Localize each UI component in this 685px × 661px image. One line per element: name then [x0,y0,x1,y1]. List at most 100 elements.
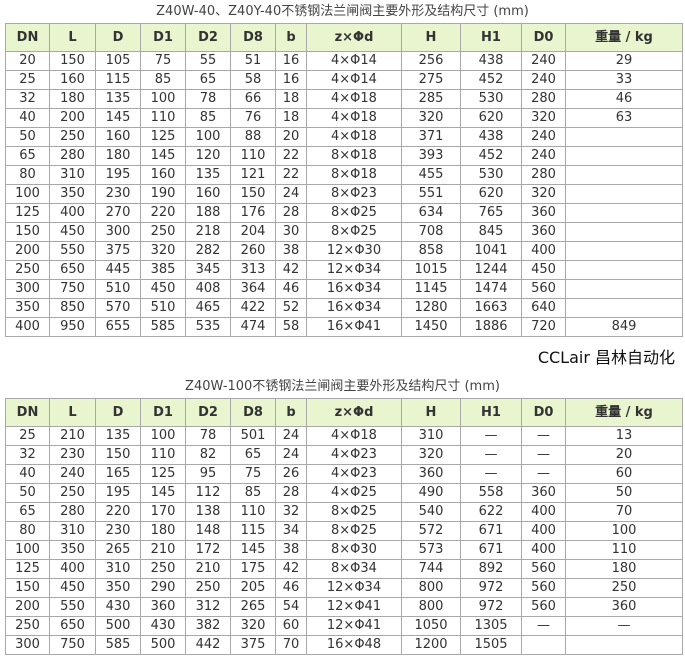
table-cell: 385 [140,260,186,280]
table-cell: 65 [5,502,50,522]
table-cell: 465 [185,298,231,318]
table-cell: 50 [5,127,50,147]
table-cell: 33 [565,70,683,90]
table-cell: 250 [140,559,186,579]
table-cell: 28 [275,483,307,503]
table-cell: 180 [49,89,96,109]
table-row: 200 550 430 360 312 265 54 12×Φ41 800 972 560 360 [5,597,683,617]
table-cell: 115 [95,70,141,90]
table-cell: 50 [565,483,683,503]
table-cell: 300 [95,222,141,242]
column-header: D [95,398,141,427]
table-cell: 172 [185,540,231,560]
table-cell: 765 [460,203,522,223]
table-cell: 85 [140,70,186,90]
table-cell: 200 [49,108,96,128]
table-cell: 560 [521,578,566,598]
table-cell: 148 [185,521,231,541]
table-cell: 110 [140,445,186,465]
table-cell: 8×Φ18 [306,146,402,166]
column-header: D2 [185,398,231,427]
table-cell: 1015 [401,260,461,280]
table-cell: 585 [140,317,186,337]
table-cell: 8×Φ25 [306,521,402,541]
table-cell: 800 [401,578,461,598]
table-cell: 265 [230,597,276,617]
table-cell: — [521,616,566,636]
table-cell: 4×Φ25 [306,483,402,503]
table-cell [565,635,683,655]
table-cell: 560 [521,279,566,299]
table-cell: 430 [95,597,141,617]
table-cell: 60 [565,464,683,484]
table-cell: 500 [140,635,186,655]
table-cell: — [460,426,522,446]
table-cell: 180 [140,521,186,541]
table-cell: 360 [401,464,461,484]
table-cell: 634 [401,203,461,223]
table-cell: 32 [5,445,50,465]
table-cell: 4×Φ14 [306,51,402,71]
table-cell: 210 [185,559,231,579]
table-row: 50 250 160 125 100 88 20 4×Φ18 371 438 240 [5,127,683,147]
table-cell: — [460,445,522,465]
table-cell: 180 [565,559,683,579]
table-cell: — [460,464,522,484]
table-cell: 350 [5,298,50,318]
table-cell: 450 [140,279,186,299]
table-cell: 85 [230,483,276,503]
table-cell: 280 [49,502,96,522]
table-cell: 220 [95,502,141,522]
table-row: 65 280 180 145 120 110 22 8×Φ18 393 452 240 [5,146,683,166]
table-cell: 160 [140,165,186,185]
table-cell: 145 [140,483,186,503]
table-row: 25 160 115 85 65 58 16 4×Φ14 275 452 240 33 [5,70,683,90]
table-row: 125 400 310 250 210 175 42 8×Φ34 744 892 560 180 [5,559,683,579]
column-header: 重量 / kg [565,23,683,52]
table-row: 150 450 350 290 250 205 46 12×Φ34 800 972 560 250 [5,578,683,598]
table-cell: 50 [5,483,50,503]
table-row: 100 350 230 190 160 150 24 8×Φ23 551 620 320 [5,184,683,204]
table-cell: 708 [401,222,461,242]
table-cell: 250 [5,616,50,636]
table-cell: 572 [401,521,461,541]
table-cell: 38 [275,540,307,560]
table-cell [565,184,683,204]
table-cell: 250 [49,127,96,147]
table-cell: 135 [95,426,141,446]
table-cell: 360 [521,222,566,242]
column-header: 重量 / kg [565,398,683,427]
table-row: 20 150 105 75 55 51 16 4×Φ14 256 438 240 29 [5,51,683,71]
table-cell: 188 [185,203,231,223]
table-cell: 145 [95,108,141,128]
table-cell: 100 [140,89,186,109]
table-cell: 4×Φ18 [306,108,402,128]
table-cell: 620 [460,184,522,204]
table-cell: 551 [401,184,461,204]
table-cell: 500 [95,616,141,636]
table-row: 250 650 445 385 345 313 42 12×Φ34 1015 1244 450 [5,260,683,280]
table-cell: 560 [521,559,566,579]
table-cell: 8×Φ25 [306,502,402,522]
table-2-title: Z40W-100不锈钢法兰闸阀主要外形及结构尺寸 (mm) [185,379,500,394]
table-cell: 1663 [460,298,522,318]
table-cell: 150 [5,578,50,598]
table-cell: 360 [521,483,566,503]
table-cell: 100 [140,426,186,446]
table-cell: 29 [565,51,683,71]
table-row: 65 280 220 170 138 110 32 8×Φ25 540 622 400 70 [5,502,683,522]
table-cell: 474 [230,317,276,337]
table-cell: 452 [460,70,522,90]
table-cell: 34 [275,521,307,541]
table-cell: 54 [275,597,307,617]
table-cell: 320 [140,241,186,261]
table-row: 250 650 500 430 382 320 60 12×Φ41 1050 1305— — [5,616,683,636]
table-cell: 180 [95,146,141,166]
column-header: b [275,398,307,427]
column-header: z×Φd [306,398,402,427]
table-cell: 310 [95,559,141,579]
table-cell: 210 [49,426,96,446]
table-cell: 400 [521,540,566,560]
table-cell: 16 [275,51,307,71]
table-cell: 80 [5,165,50,185]
